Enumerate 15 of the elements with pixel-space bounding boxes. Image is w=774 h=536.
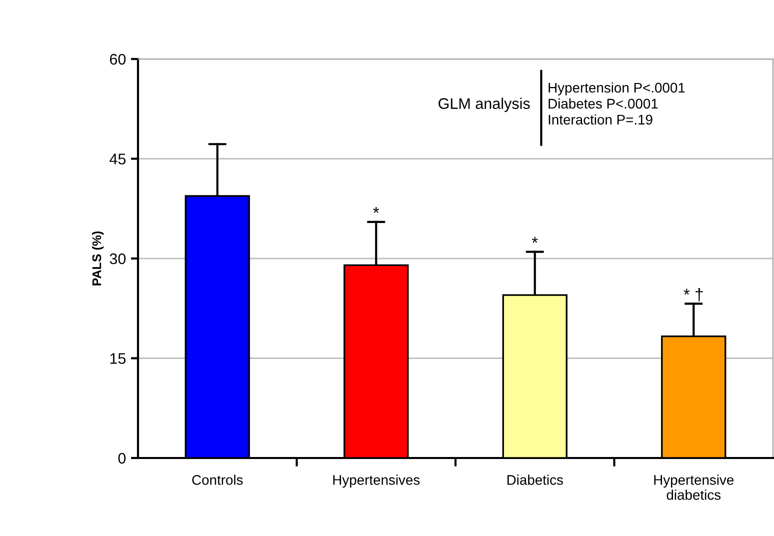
- y-tick-label: 60: [110, 54, 126, 65]
- annotation: * †: [684, 288, 703, 302]
- x-tick-label: Hypertensives: [333, 474, 420, 488]
- y-tick-label: 30: [110, 253, 126, 264]
- annotation: Hypertension P<.0001 Diabetes P<.0001 Interaction P=.19: [548, 82, 685, 125]
- annotation: GLM analysis: [438, 98, 530, 112]
- y-tick-label: 15: [110, 353, 126, 364]
- y-tick-label: 0: [118, 452, 126, 464]
- y-axis-title: PALS (%): [92, 231, 104, 286]
- x-tick-label: Hypertensive diabetics: [654, 474, 734, 500]
- annotation: *: [532, 236, 538, 243]
- x-tick-label: Diabetics: [507, 474, 563, 485]
- x-tick-label: Controls: [192, 474, 243, 485]
- annotation: *: [373, 207, 380, 213]
- y-tick-label: 45: [110, 154, 126, 164]
